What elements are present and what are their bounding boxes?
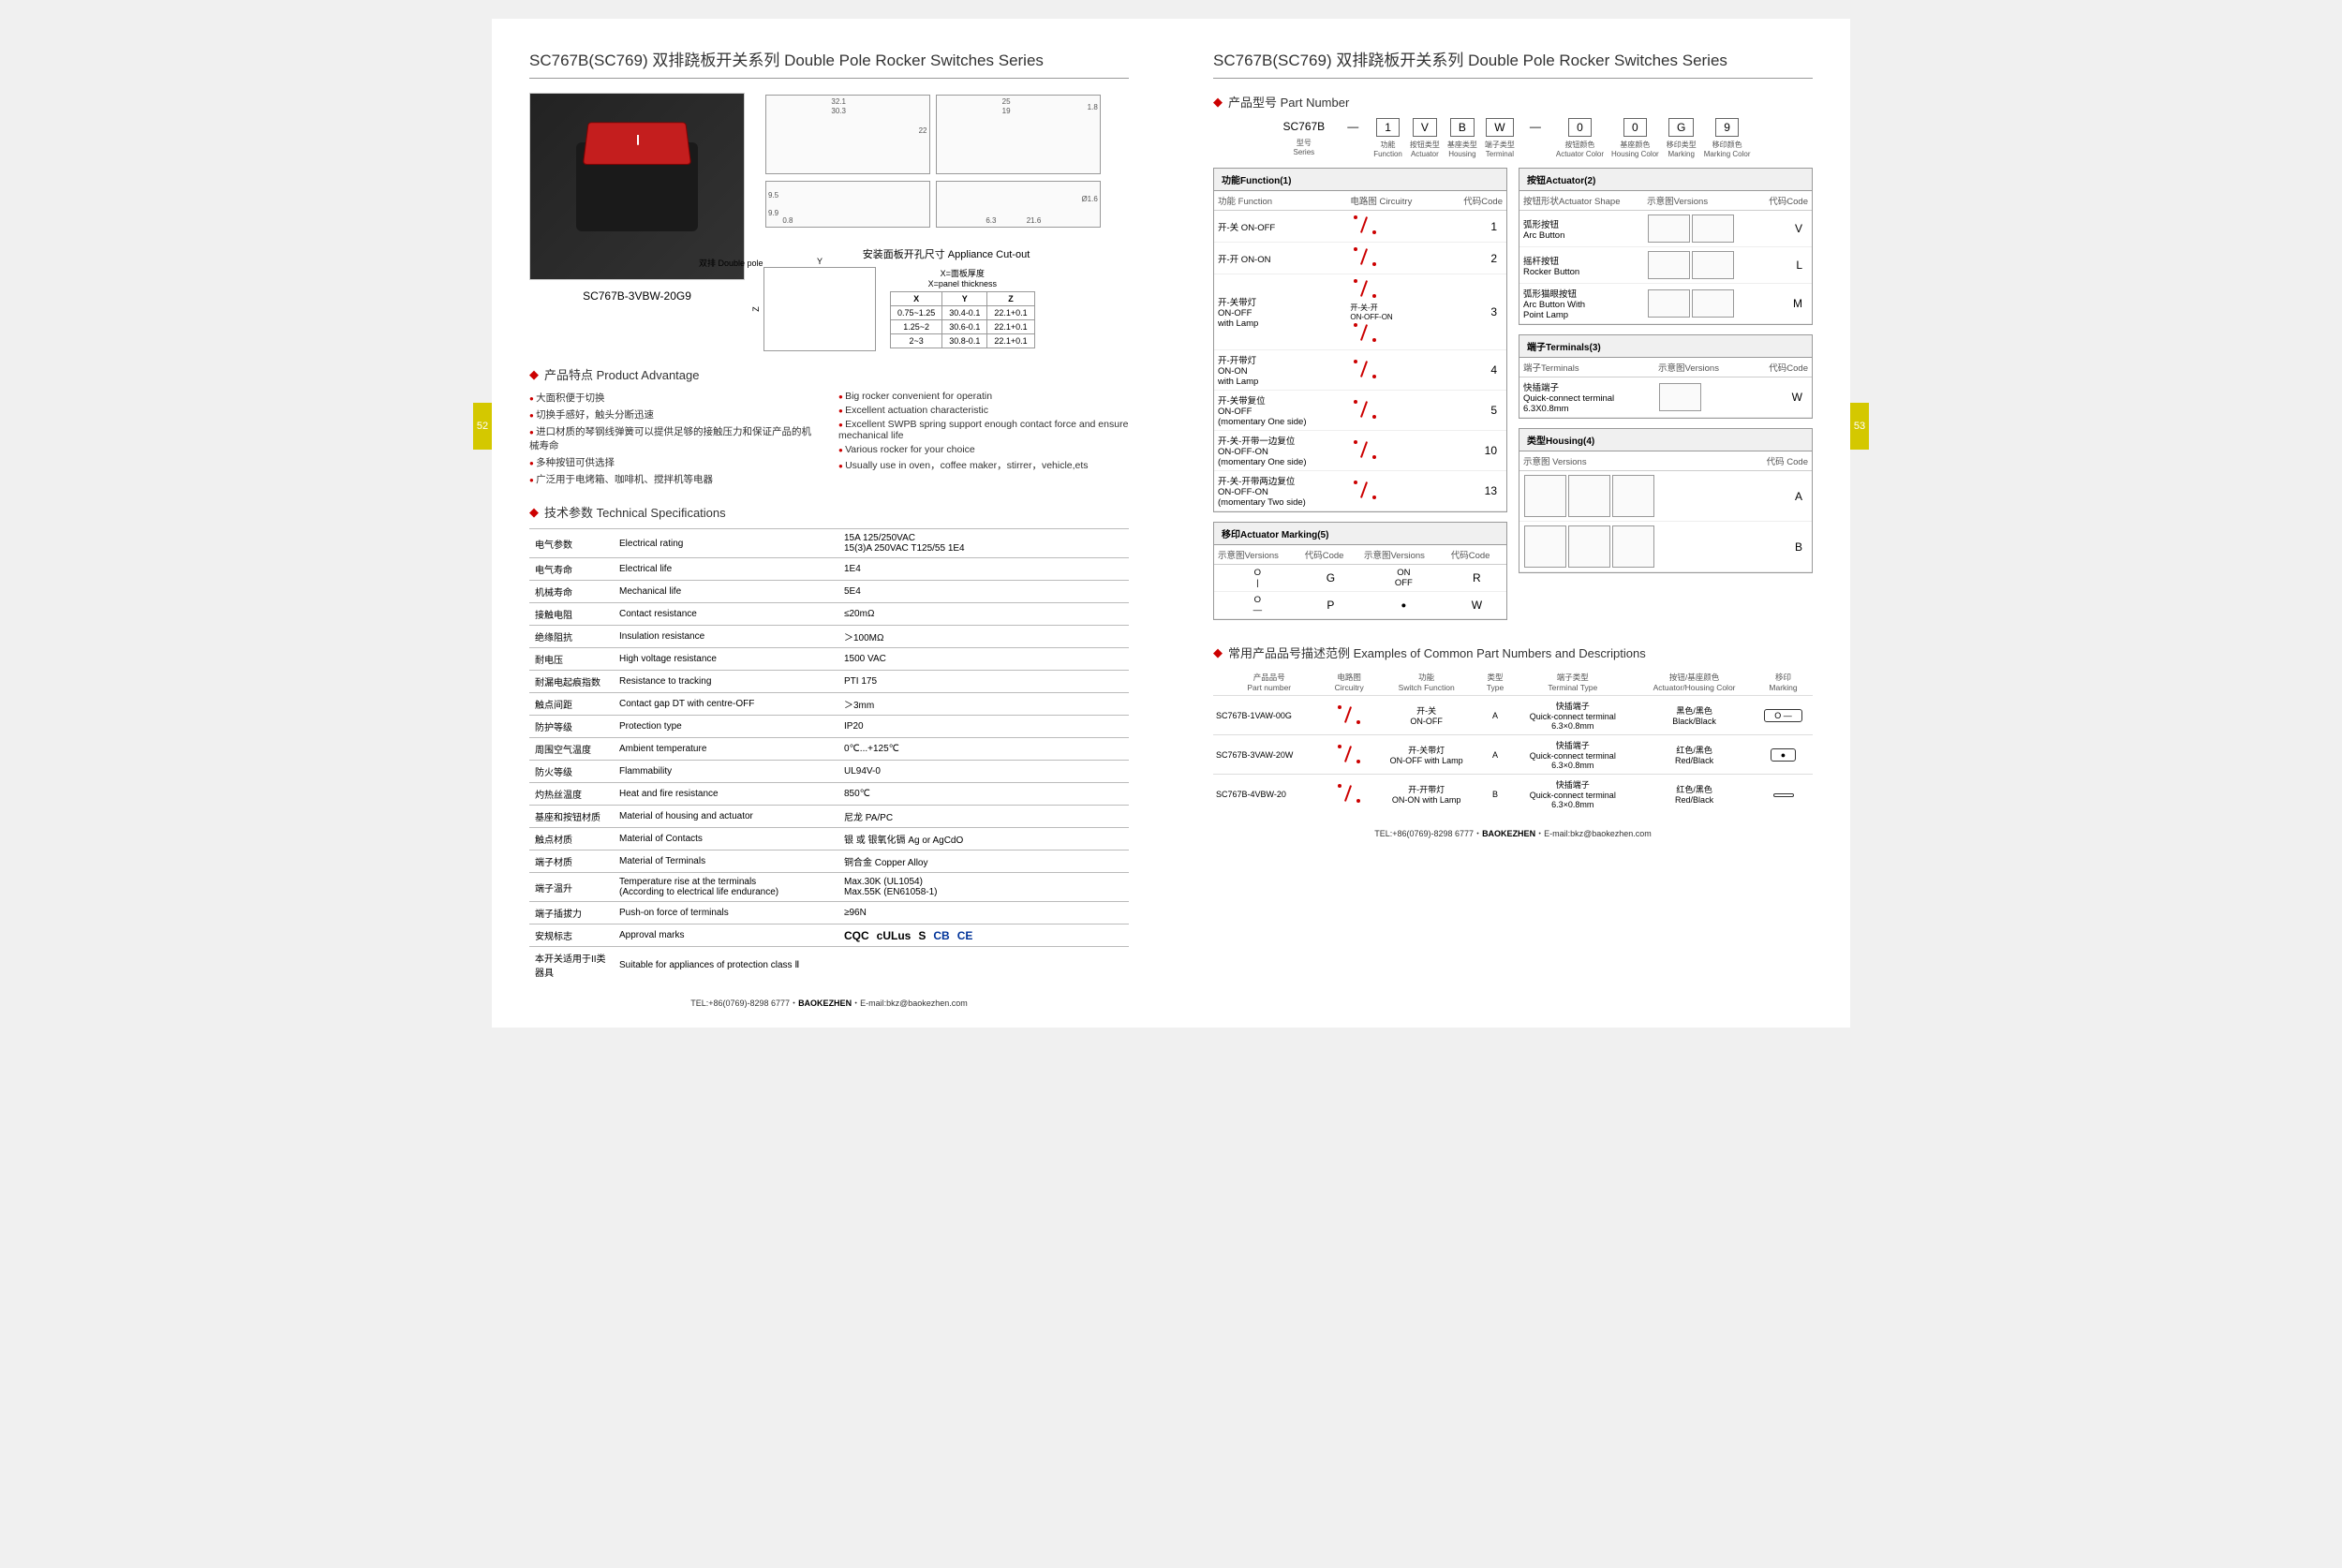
cb-mark-icon: CB (933, 929, 949, 942)
cutout-row: 双排 Double pole Y Z X=面板厚度 X=panel thickn… (763, 267, 1129, 351)
spec-table: 电气参数Electrical rating15A 125/250VAC 15(3… (529, 528, 1129, 983)
footer-right: TEL:+86(0769)-8298 6777・BAOKEZHEN・E-mail… (1213, 827, 1813, 839)
page-number-right: 53 (1850, 403, 1869, 450)
tech-drawings: 32.1 30.3 22 25 19 1.8 0.8 9.5 9.9 6.3 2… (763, 93, 1129, 351)
part-number-diagram: SC767B型号 Series—1功能 FunctionV按钮类型 Actuat… (1213, 118, 1813, 158)
examples-heading: 常用产品品号描述范例 Examples of Common Part Numbe… (1213, 643, 1813, 661)
drawing-bottom-side: 6.3 21.6 Ø1.6 (936, 181, 1101, 228)
advantages-heading: 产品特点 Product Advantage (529, 365, 1129, 383)
cqc-mark-icon: CQC (844, 929, 869, 942)
panels-two-col: 功能Function(1) 功能 Function 电路图 Circuitry … (1213, 168, 1813, 629)
specs-heading: 技术参数 Technical Specifications (529, 503, 1129, 521)
left-col: 功能Function(1) 功能 Function 电路图 Circuitry … (1213, 168, 1507, 629)
page-number-left: 52 (473, 403, 492, 450)
photo-caption: SC767B-3VBW-20G9 (529, 289, 745, 303)
cutout-header-row: X Y Z (891, 292, 1035, 306)
actuator-panel: 按钮Actuator(2) 按钮形状Actuator Shape 示意图Vers… (1519, 168, 1813, 325)
advantages-left: 大面积便于切换切换手感好，触头分断迅速进口材质的琴钢线弹簧可以提供足够的接触压力… (529, 391, 820, 489)
switch-illustration (576, 142, 698, 231)
cutout-table: X=面板厚度 X=panel thickness X Y Z 0.75~1.25… (890, 267, 1035, 348)
examples-table: 产品品号 Part number电路图 Circuitry功能 Switch F… (1213, 669, 1813, 813)
advantages-columns: 大面积便于切换切换手感好，触头分断迅速进口材质的琴钢线弹簧可以提供足够的接触压力… (529, 391, 1129, 489)
culus-mark-icon: cULus (877, 929, 912, 942)
page-right: 53 SC767B(SC769) 双排跷板开关系列 Double Pole Ro… (1176, 19, 1850, 1028)
product-photo (529, 93, 745, 280)
terminals-panel: 端子Terminals(3) 端子Terminals 示意图Versions 代… (1519, 334, 1813, 419)
rocker-cap-icon (583, 122, 691, 164)
advantages-right: Big rocker convenient for operatinExcell… (838, 391, 1129, 489)
page-title-right: SC767B(SC769) 双排跷板开关系列 Double Pole Rocke… (1213, 47, 1813, 79)
s-mark-icon: S (918, 929, 926, 942)
function-panel: 功能Function(1) 功能 Function 电路图 Circuitry … (1213, 168, 1507, 512)
page-left: 52 SC767B(SC769) 双排跷板开关系列 Double Pole Ro… (492, 19, 1166, 1028)
part-number-heading: 产品型号 Part Number (1213, 93, 1813, 111)
housing-panel: 类型Housing(4) 示意图 Versions 代码 Code AB (1519, 428, 1813, 573)
drawing-side: 25 19 1.8 (936, 95, 1101, 174)
drawing-front: 32.1 30.3 22 (765, 95, 930, 174)
ce-mark-icon: CE (957, 929, 973, 942)
page-title: SC767B(SC769) 双排跷板开关系列 Double Pole Rocke… (529, 47, 1129, 79)
marking-panel: 移印Actuator Marking(5) 示意图Versions 代码Code… (1213, 522, 1507, 620)
cutout-diagram: 双排 Double pole Y Z (763, 267, 876, 351)
catalog-spread: 52 SC767B(SC769) 双排跷板开关系列 Double Pole Ro… (492, 19, 1850, 1028)
drawing-bottom-front: 0.8 9.5 9.9 (765, 181, 930, 228)
right-col: 按钮Actuator(2) 按钮形状Actuator Shape 示意图Vers… (1519, 168, 1813, 629)
top-row: SC767B-3VBW-20G9 32.1 30.3 22 25 19 1.8 … (529, 93, 1129, 351)
footer-left: TEL:+86(0769)-8298 6777・BAOKEZHEN・E-mail… (529, 997, 1129, 1009)
product-photo-block: SC767B-3VBW-20G9 (529, 93, 745, 351)
